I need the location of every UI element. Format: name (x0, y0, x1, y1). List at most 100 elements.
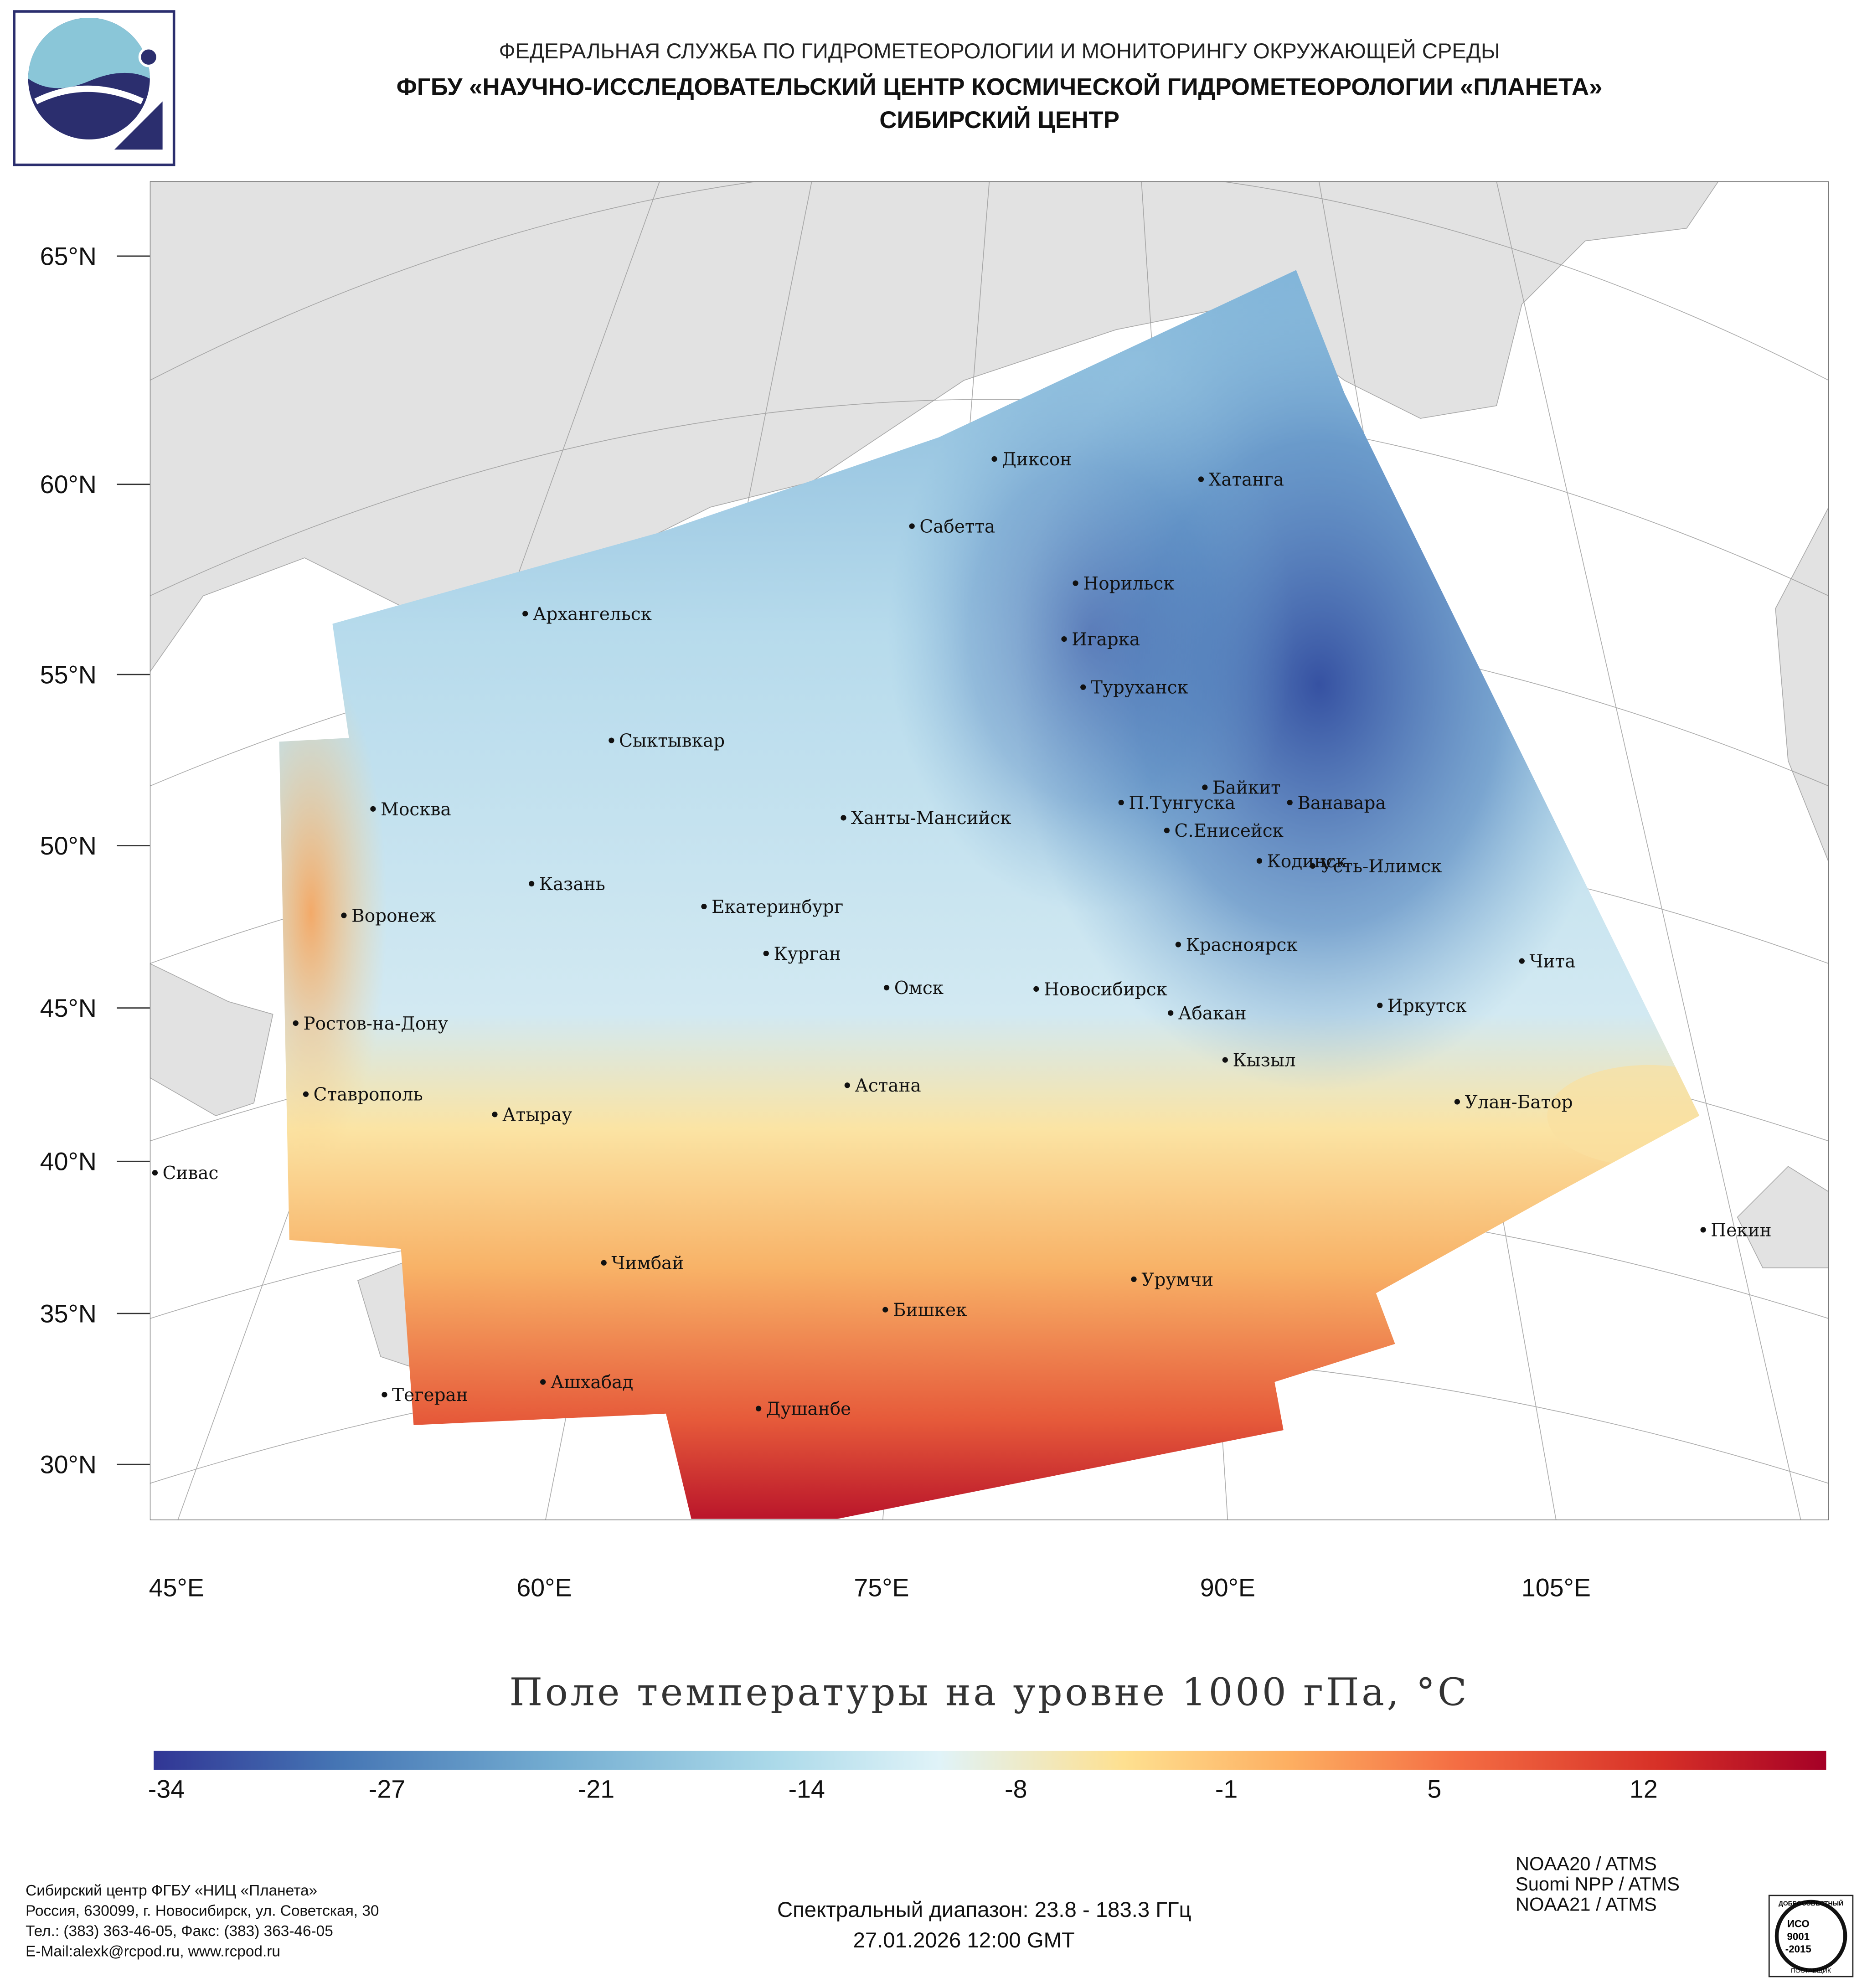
city-marker: Новосибирск (1033, 979, 1167, 1000)
city-label: Чита (1529, 952, 1575, 972)
city-marker: Красноярск (1175, 935, 1298, 955)
city-label: Игарка (1072, 629, 1140, 650)
city-marker: Воронеж (341, 906, 436, 926)
city-marker: Чимбай (601, 1253, 684, 1274)
city-dot-icon (1080, 684, 1086, 690)
city-dot-icon (1061, 636, 1067, 642)
city-marker: Урумчи (1131, 1270, 1213, 1290)
city-label: Усть-Илимск (1320, 856, 1442, 877)
city-dot-icon (152, 1170, 158, 1176)
satellite: NOAA20 / ATMS (1516, 1853, 1657, 1874)
city-label: Иркутск (1387, 996, 1467, 1016)
lon-label: 75°E (854, 1573, 909, 1602)
city-label: Сабетта (919, 516, 995, 537)
header-branch: СИБИРСКИЙ ЦЕНТР (879, 106, 1119, 134)
lat-label: 50°N (40, 832, 97, 860)
city-dot-icon (701, 903, 707, 910)
city-label: Пекин (1711, 1220, 1771, 1241)
header-center: ФГБУ «НАУЧНО-ИССЛЕДОВАТЕЛЬСКИЙ ЦЕНТР КОС… (397, 73, 1603, 101)
satellite: NOAA21 / ATMS (1516, 1893, 1657, 1915)
svg-text:-2015: -2015 (1785, 1943, 1811, 1955)
lon-label: 105°E (1521, 1573, 1591, 1602)
city-label: Кызыл (1233, 1051, 1296, 1071)
city-dot-icon (755, 1406, 762, 1411)
city-dot-icon (1256, 858, 1263, 864)
city-dot-icon (841, 815, 846, 821)
city-marker: С.Енисейск (1164, 821, 1284, 841)
colorbar: -34 -27 -21 -14 -8 -1 5 12 (148, 1751, 1826, 1803)
lat-label: 55°N (40, 660, 97, 689)
city-dot-icon (991, 456, 997, 462)
city-label: Архангельск (533, 604, 652, 624)
org-contacts: E-Mail:alexk@rcpod.ru, www.rcpod.ru (26, 1943, 280, 1960)
city-dot-icon (382, 1391, 387, 1398)
city-label: Омск (894, 978, 944, 999)
city-dot-icon (1377, 1002, 1383, 1009)
city-label: Чимбай (611, 1253, 684, 1274)
city-marker: Астана (844, 1076, 921, 1096)
colorbar-tick: -27 (369, 1775, 405, 1803)
city-marker: Улан-Батор (1454, 1092, 1573, 1112)
city-label: Хатанга (1209, 469, 1284, 490)
spectral-range: Спектральный диапазон: 23.8 - 183.3 ГГц (777, 1898, 1191, 1922)
city-dot-icon (909, 523, 915, 529)
city-dot-icon (1164, 828, 1170, 834)
org-phone: Тел.: (383) 363-46-05, Факс: (383) 363-4… (26, 1923, 333, 1940)
city-marker: Курган (763, 944, 841, 964)
city-dot-icon (1033, 986, 1039, 992)
city-dot-icon (1287, 799, 1293, 806)
city-label: Ашхабад (551, 1372, 634, 1393)
lat-label: 60°N (40, 470, 97, 499)
city-marker: Хатанга (1198, 469, 1284, 490)
city-label: Улан-Батор (1465, 1092, 1573, 1112)
city-dot-icon (1519, 958, 1525, 964)
city-dot-icon (609, 737, 614, 743)
city-marker: Сабетта (909, 516, 995, 537)
lat-label: 40°N (40, 1148, 97, 1176)
svg-text:ДОБРОСОВЕСТНЫЙ: ДОБРОСОВЕСТНЫЙ (1779, 1899, 1843, 1907)
city-marker: Усть-Илимск (1310, 856, 1442, 877)
city-dot-icon (1700, 1227, 1706, 1233)
city-marker: Казань (529, 874, 605, 895)
city-marker: Туруханск (1080, 678, 1188, 698)
lat-label: 30°N (40, 1451, 97, 1479)
colorbar-tick: -1 (1215, 1775, 1238, 1803)
datetime: 27.01.2026 12:00 GMT (853, 1928, 1075, 1952)
city-label: Астана (855, 1076, 921, 1096)
colorbar-tick: -8 (1005, 1775, 1027, 1803)
city-marker: Кодинск (1256, 851, 1347, 872)
lat-label: 45°N (40, 994, 97, 1022)
city-marker: Ванавара (1287, 793, 1386, 814)
city-marker: Омск (883, 978, 944, 999)
svg-text:ПОСТАВЩИК: ПОСТАВЩИК (1791, 1967, 1831, 1974)
yellow-sea (1737, 1166, 1829, 1268)
city-marker: Сыктывкар (609, 731, 725, 752)
org-name: Сибирский центр ФГБУ «НИЦ «Планета» (26, 1882, 317, 1899)
city-dot-icon (883, 984, 890, 991)
city-label: Норильск (1083, 574, 1174, 594)
city-markers: Диксон Хатанга Сабетта Норильск Игарка Арханг… (152, 449, 1772, 1420)
iso-certificate-badge: ДОБРОСОВЕСТНЫЙ ИСО 9001 -2015 ПОСТАВЩИК (1768, 1895, 1854, 1978)
city-label: Казань (539, 874, 605, 895)
city-marker: Душанбе (755, 1399, 851, 1420)
city-label: П.Тунгуска (1129, 793, 1235, 814)
city-marker: Тегеран (382, 1385, 468, 1406)
arctic-land (150, 181, 1719, 673)
city-dot-icon (492, 1112, 498, 1118)
city-marker: Диксон (991, 449, 1072, 470)
city-marker: Абакан (1168, 1004, 1247, 1024)
city-marker: Москва (370, 799, 451, 820)
city-marker: Ашхабад (540, 1372, 633, 1393)
city-label: Ростов-на-Дону (303, 1014, 448, 1034)
latitude-axis (117, 255, 150, 1465)
colorbar-tick: 5 (1427, 1775, 1441, 1803)
city-label: Красноярск (1186, 935, 1298, 955)
city-label: Москва (381, 799, 451, 820)
black-sea (150, 963, 273, 1116)
header-agency: ФЕДЕРАЛЬНАЯ СЛУЖБА ПО ГИДРОМЕТЕОРОЛОГИИ … (499, 38, 1500, 63)
city-label: Бишкек (893, 1300, 967, 1321)
city-dot-icon (601, 1260, 607, 1266)
city-label: Атырау (502, 1105, 572, 1125)
city-label: Душанбе (766, 1399, 851, 1420)
city-marker: Ханты-Мансийск (841, 808, 1011, 829)
